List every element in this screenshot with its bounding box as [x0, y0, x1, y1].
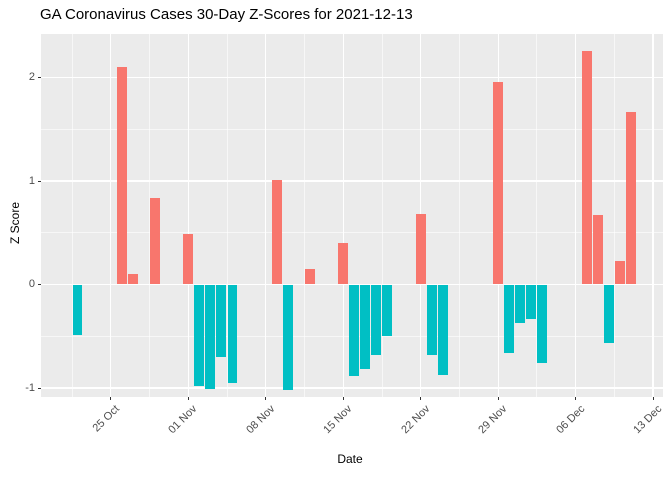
x-tick-label: 06 Dec [553, 403, 588, 437]
x-tick-mark [575, 397, 577, 400]
x-tick-label: 13 Dec [631, 403, 665, 437]
y-tick-mark [38, 180, 41, 182]
bar-positive [581, 50, 592, 285]
bar-negative [282, 284, 293, 391]
bar-negative [371, 284, 382, 355]
y-tick-label: -1 [25, 381, 35, 394]
bar-negative [426, 284, 437, 355]
bar-negative [526, 284, 537, 319]
bar-negative [205, 284, 216, 390]
gridline-major-vertical [187, 34, 189, 397]
gridline-major-horizontal [41, 180, 663, 182]
bar-negative [194, 284, 205, 386]
gridline-major-vertical [265, 34, 267, 397]
x-tick-mark [497, 397, 499, 400]
gridline-minor-horizontal [41, 128, 663, 130]
y-tick-mark [38, 387, 41, 389]
bar-negative [382, 284, 393, 337]
bar-positive [625, 111, 636, 285]
gridline-minor-vertical [226, 34, 228, 397]
bar-negative [216, 284, 227, 357]
x-tick-label: 29 Nov [476, 403, 510, 437]
gridline-major-horizontal [41, 76, 663, 79]
gridline-minor-vertical [381, 34, 383, 397]
bar-negative [603, 284, 614, 344]
x-tick-mark [420, 397, 422, 400]
gridline-major-vertical [652, 34, 654, 397]
bar-positive [338, 243, 349, 285]
bar-positive [271, 179, 282, 285]
gridline-major-horizontal [41, 387, 663, 389]
y-tick-label: 1 [28, 174, 35, 187]
bar-negative [515, 284, 526, 323]
gridline-minor-vertical [304, 34, 305, 397]
x-axis-title: Date [337, 452, 363, 466]
y-tick-mark [38, 77, 41, 78]
gridline-major-horizontal [41, 283, 663, 286]
x-tick-mark [652, 397, 654, 400]
bar-positive [493, 81, 504, 285]
x-tick-label: 22 Nov [398, 403, 433, 437]
gridline-minor-vertical [536, 34, 538, 397]
gridline-minor-vertical [459, 34, 460, 397]
gridline-minor-vertical [71, 34, 73, 397]
x-tick-mark [265, 397, 267, 400]
bar-negative [227, 284, 238, 383]
bar-positive [415, 214, 426, 285]
gridline-minor-vertical [613, 34, 615, 397]
bar-positive [127, 274, 138, 285]
bar-negative [537, 284, 548, 364]
bar-positive [614, 260, 625, 285]
y-tick-label: 2 [28, 71, 35, 83]
y-axis-title: Z Score [8, 202, 22, 245]
gridline-major-vertical [574, 34, 577, 397]
bar-negative [72, 284, 83, 336]
bar-positive [116, 67, 127, 285]
bar-negative [437, 284, 448, 375]
y-tick-mark [38, 284, 41, 285]
gridline-minor-horizontal [41, 232, 663, 234]
chart-title: GA Coronavirus Cases 30-Day Z-Scores for… [40, 6, 413, 23]
bar-positive [183, 233, 194, 285]
gridline-minor-vertical [149, 34, 150, 397]
x-tick-mark [187, 397, 189, 400]
x-tick-label: 25 Oct [90, 403, 123, 435]
x-tick-mark [110, 397, 112, 400]
bar-positive [150, 197, 160, 285]
x-tick-mark [342, 397, 344, 400]
bar-negative [360, 284, 371, 370]
bar-negative [504, 284, 515, 353]
gridline-major-vertical [342, 34, 344, 397]
y-tick-label: 0 [28, 278, 35, 290]
x-tick-label: 15 Nov [321, 403, 355, 437]
gridline-major-vertical [110, 34, 112, 397]
x-tick-label: 01 Nov [166, 403, 200, 437]
bar-positive [305, 268, 315, 285]
bar-negative [349, 284, 360, 376]
bar-positive [592, 215, 603, 285]
plot-panel [41, 34, 663, 397]
x-tick-label: 08 Nov [244, 403, 278, 437]
